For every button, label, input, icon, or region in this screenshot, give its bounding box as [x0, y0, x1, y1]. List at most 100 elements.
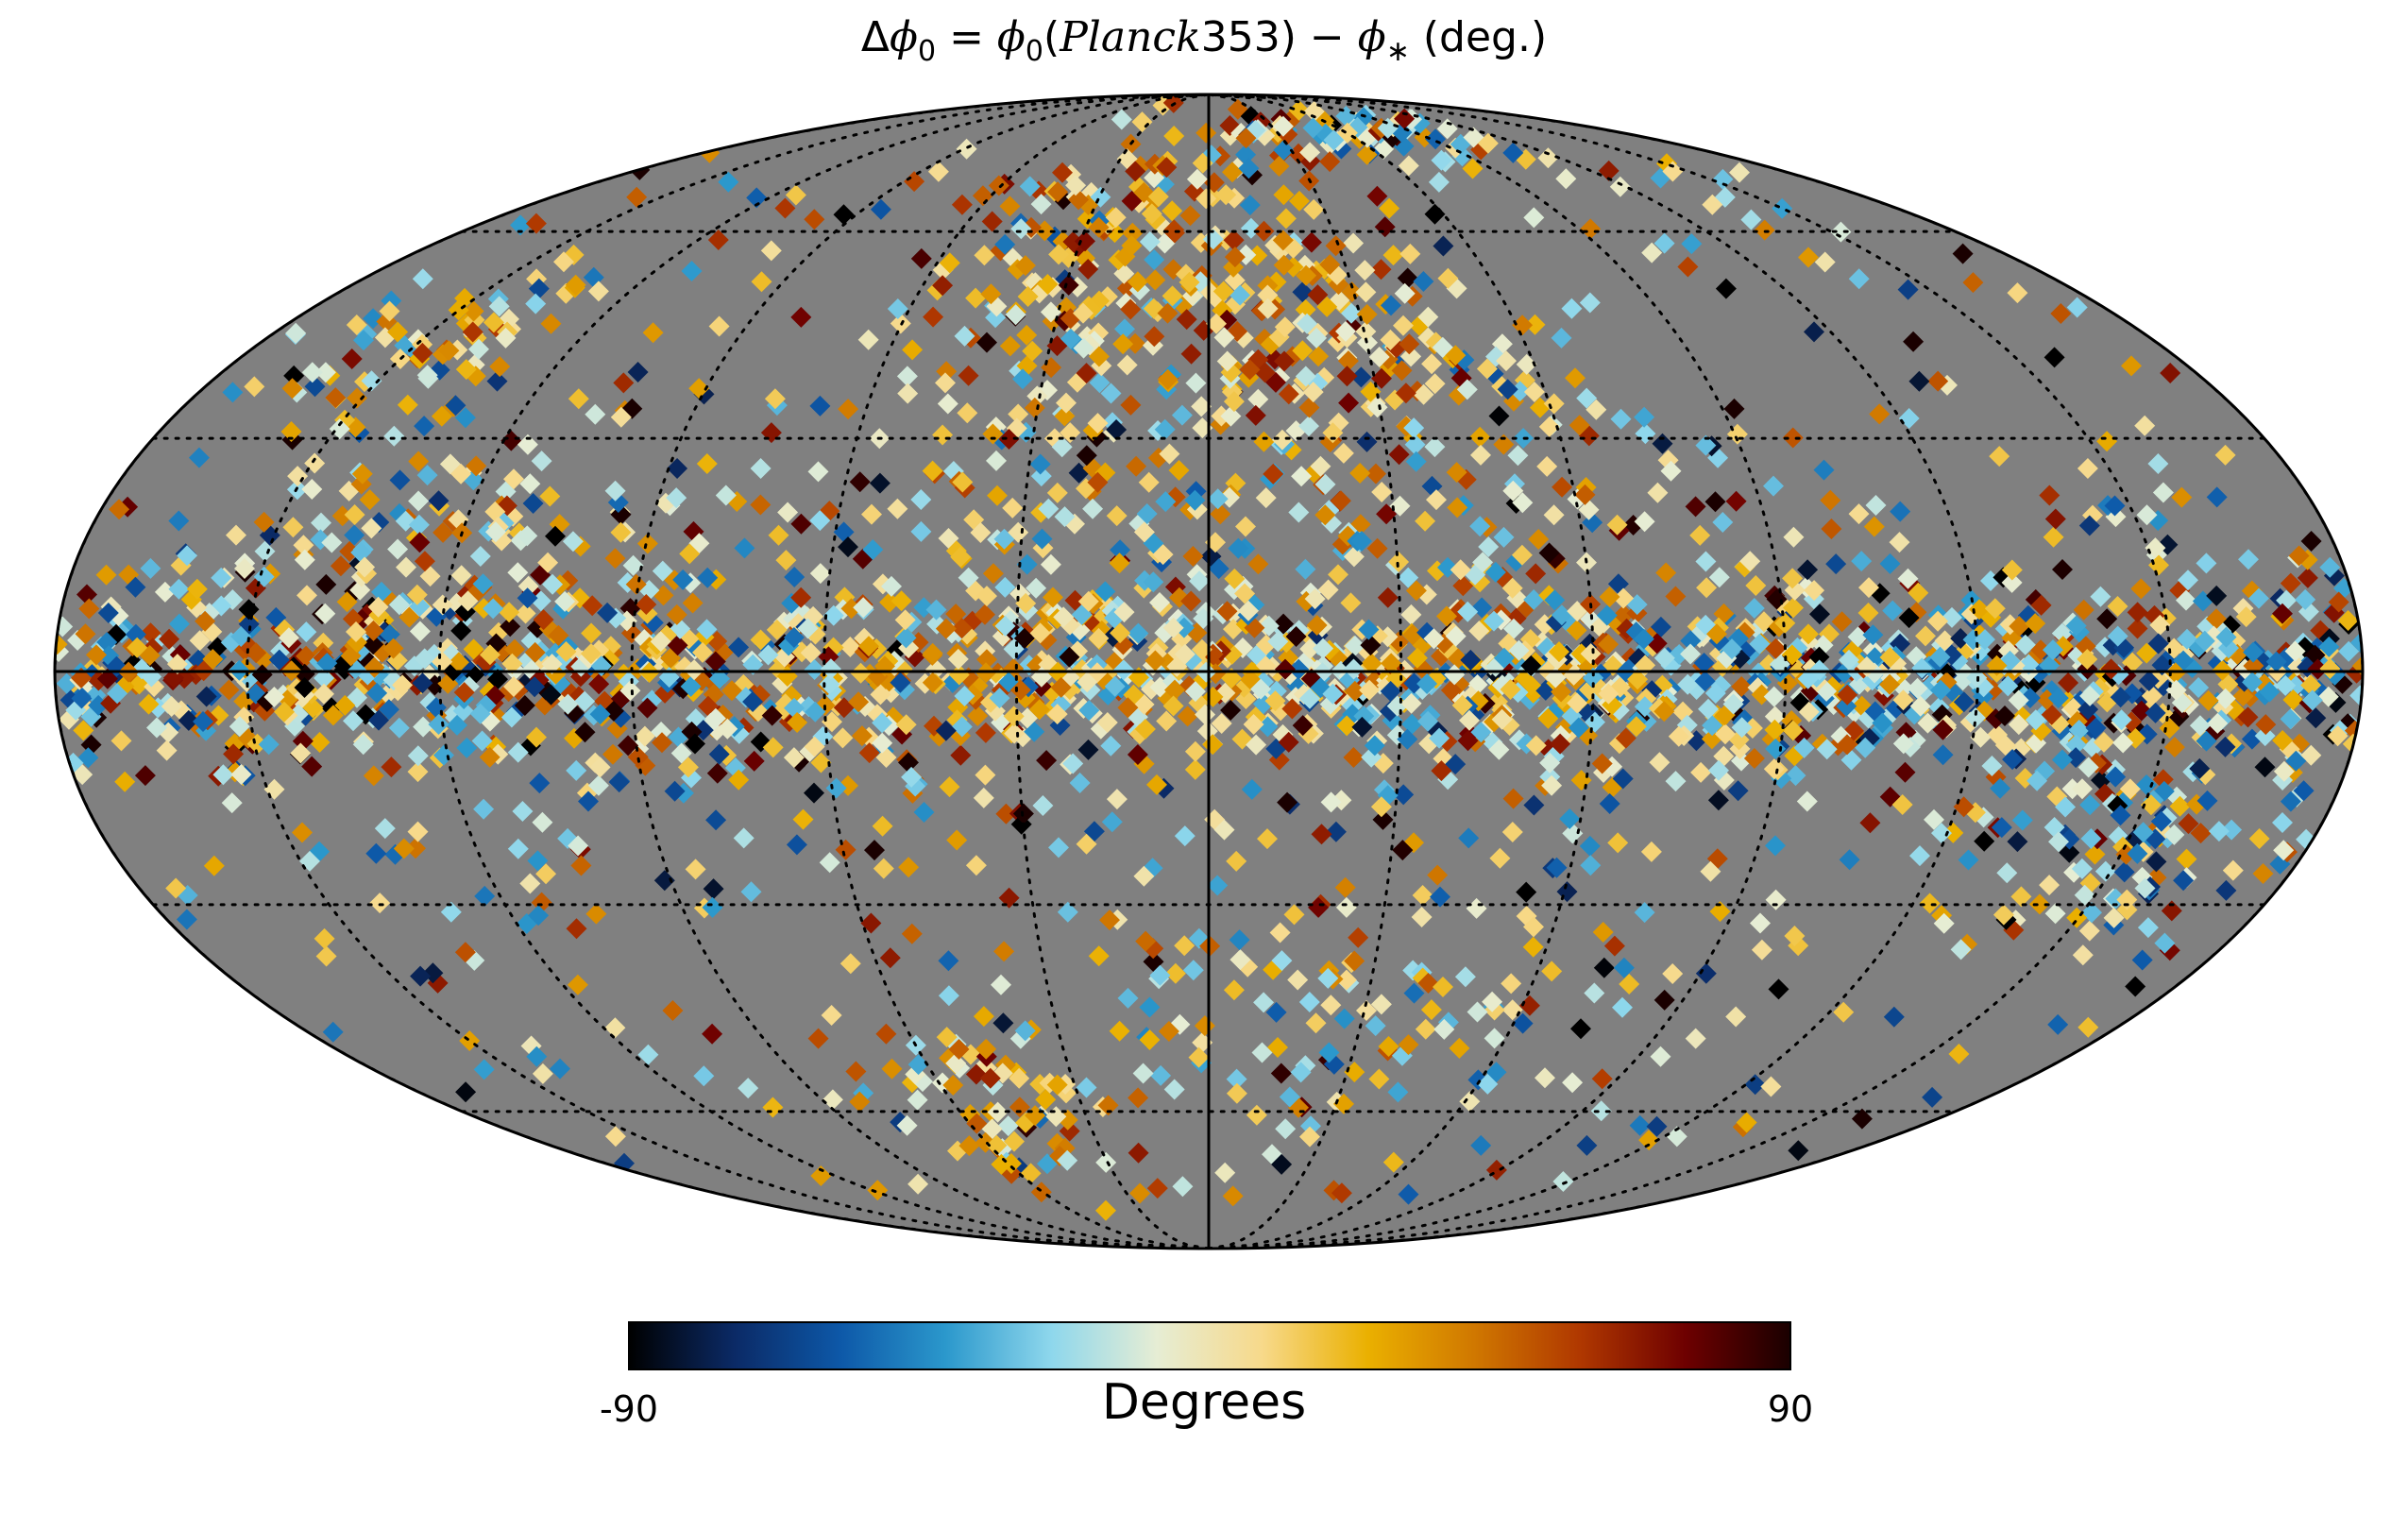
data-pixel: [2305, 707, 2327, 729]
data-pixel: [2096, 608, 2118, 630]
data-pixel: [1785, 765, 1806, 787]
data-pixel: [2127, 618, 2148, 639]
data-pixel: [1064, 589, 1086, 611]
data-pixel: [1211, 713, 1232, 734]
data-pixel: [994, 576, 1016, 598]
data-pixel: [1566, 620, 1587, 641]
data-pixel: [1257, 716, 1279, 738]
data-pixel: [2051, 622, 2073, 644]
data-pixel: [315, 573, 337, 595]
data-pixel: [1127, 744, 1148, 765]
data-pixel: [2176, 589, 2196, 611]
data-pixel: [975, 604, 995, 625]
data-pixel: [976, 649, 997, 671]
data-pixel: [872, 712, 893, 734]
data-pixel: [322, 705, 344, 726]
data-pixel: [692, 641, 713, 663]
data-pixel: [1731, 676, 1753, 697]
data-pixel: [1246, 734, 1267, 756]
data-pixel: [1708, 567, 1730, 588]
data-pixel: [602, 743, 623, 765]
chart-title: Δϕ0 = ϕ0(Planck353) − ϕ∗ (deg.): [860, 13, 1548, 68]
data-pixel: [1317, 579, 1339, 601]
data-pixel: [1401, 713, 1423, 735]
data-pixel: [1908, 582, 1929, 604]
data-pixel: [140, 557, 161, 579]
data-pixel: [2297, 567, 2318, 588]
data-pixel: [2136, 642, 2158, 664]
data-pixel: [922, 642, 943, 664]
data-pixel: [1400, 604, 1422, 625]
data-pixel: [2058, 672, 2079, 693]
data-pixel: [414, 648, 435, 670]
data-pixel: [2141, 685, 2162, 706]
data-pixel: [1840, 749, 1862, 771]
data-pixel: [895, 627, 917, 649]
data-pixel: [2237, 706, 2259, 728]
data-pixel: [1525, 563, 1547, 585]
data-pixel: [1613, 604, 1635, 626]
data-pixel: [1879, 552, 1901, 574]
data-pixel: [309, 732, 331, 753]
data-pixel: [1932, 744, 1954, 766]
data-pixel: [154, 581, 176, 603]
data-pixel: [399, 606, 420, 628]
data-pixel: [1927, 610, 1949, 632]
data-pixel: [1361, 653, 1382, 674]
data-pixel: [1704, 683, 1726, 704]
data-pixel: [1177, 706, 1198, 727]
data-pixel: [850, 662, 872, 684]
data-pixel: [168, 613, 190, 635]
data-pixel: [822, 711, 842, 733]
data-pixel: [159, 628, 180, 650]
data-pixel: [73, 720, 94, 741]
data-pixel: [456, 737, 478, 758]
data-pixel: [950, 744, 972, 766]
data-pixel: [602, 700, 624, 722]
data-pixel: [1831, 611, 1853, 633]
data-pixel: [302, 697, 324, 719]
data-pixel: [1615, 727, 1636, 749]
data-pixel: [1377, 586, 1399, 608]
data-pixel: [832, 727, 854, 749]
data-pixel: [1749, 633, 1771, 654]
data-pixel: [110, 730, 132, 752]
data-pixel: [1184, 681, 1206, 703]
data-pixel: [619, 680, 641, 702]
data-pixel: [1994, 735, 2016, 756]
data-pixel: [1488, 739, 1510, 760]
data-pixel: [761, 705, 783, 726]
data-pixel: [2282, 689, 2304, 710]
data-pixel: [588, 673, 610, 695]
data-pixel: [2317, 686, 2339, 707]
data-pixel: [2232, 686, 2254, 707]
data-pixel: [218, 679, 240, 701]
data-pixel: [2254, 725, 2276, 747]
data-pixel: [452, 700, 474, 722]
data-pixel: [388, 717, 410, 739]
data-pixel: [2300, 674, 2322, 696]
data-pixel: [1216, 601, 1238, 622]
data-pixel: [1184, 758, 1206, 780]
data-pixel: [636, 697, 658, 719]
data-pixel: [2272, 603, 2293, 624]
data-pixel: [2130, 700, 2152, 722]
data-pixel: [349, 579, 371, 601]
data-pixel: [75, 623, 96, 645]
data-pixel: [682, 592, 704, 614]
data-pixel: [2254, 756, 2276, 778]
data-pixel: [450, 620, 472, 641]
data-pixel: [2188, 677, 2210, 698]
colorbar-label: Degrees: [1101, 1374, 1307, 1431]
data-pixel: [2090, 586, 2111, 607]
colorbar: [628, 1321, 1791, 1370]
data-pixel: [2073, 599, 2094, 620]
data-pixel: [1882, 600, 1904, 621]
data-pixel: [1696, 577, 1718, 599]
data-pixel: [1952, 670, 1974, 691]
data-pixel: [1386, 695, 1408, 717]
data-pixel: [742, 654, 764, 675]
data-pixel: [140, 622, 161, 644]
